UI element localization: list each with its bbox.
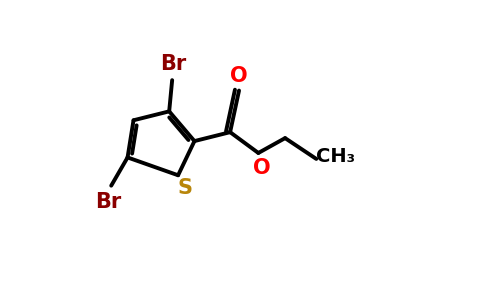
Text: S: S xyxy=(177,178,192,198)
Text: Br: Br xyxy=(161,54,187,74)
Text: Br: Br xyxy=(95,192,121,212)
Text: CH₃: CH₃ xyxy=(316,147,355,166)
Text: O: O xyxy=(230,66,248,86)
Text: O: O xyxy=(253,158,270,178)
